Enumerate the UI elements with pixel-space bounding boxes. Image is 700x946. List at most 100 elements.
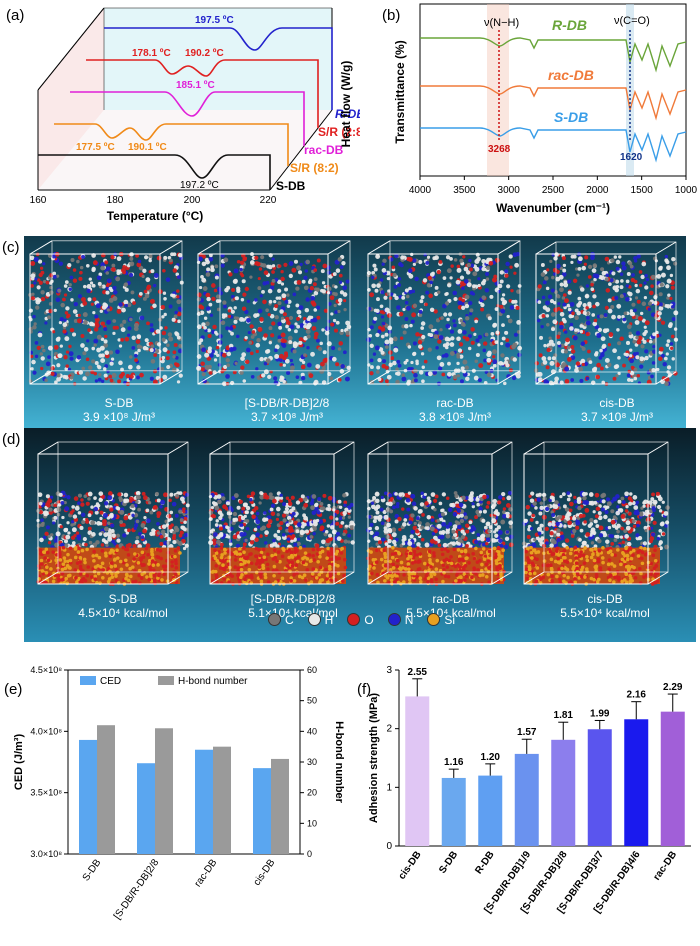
- peak-label-sr82-1: 177.5 ºC: [76, 142, 115, 153]
- atom-legend-symbol: Si: [444, 613, 456, 627]
- value-label: 1.20: [481, 752, 501, 763]
- simulation-box: [533, 241, 679, 387]
- adhesion-bar: [441, 777, 466, 846]
- series-name-r-db-b: R-DB: [552, 17, 587, 33]
- annotation-1620: 1620: [620, 152, 643, 163]
- value-label: 1.99: [590, 708, 610, 719]
- atom-legend-item: H: [307, 613, 334, 627]
- panel-e-y2tick: 60: [307, 665, 317, 675]
- peak-label-r-db: 197.5 ºC: [195, 15, 234, 26]
- panel-b-ftir-chart: (b) ν(N−H) ν(C=O) 3268 1620 R-DB rac-DB …: [382, 3, 698, 215]
- d-label-4: cis-DB 5.5×10⁴ kcal/mol: [520, 592, 690, 620]
- c-value-4: 3.7 ×10⁸ J/m³: [580, 410, 654, 424]
- atom-dot-icon: [427, 613, 441, 626]
- value-label: 1.81: [554, 710, 574, 721]
- panel-a-xtick: 180: [107, 195, 124, 206]
- panel-e-y2tick: 30: [307, 757, 317, 767]
- ced-bar: [195, 749, 213, 854]
- panel-b-xtick: 2500: [542, 185, 565, 196]
- panel-a-ylabel: Heat flow (W/g): [339, 61, 353, 148]
- panel-b-xtick: 2000: [586, 185, 609, 196]
- adhesion-bar: [551, 739, 576, 846]
- panel-c-label: (c): [2, 239, 20, 256]
- atom-dot-icon: [268, 613, 281, 626]
- c-label-1: S-DB 3.9 ×10⁸ J/m³: [34, 396, 204, 424]
- annotation-co: ν(C=O): [614, 15, 650, 27]
- panel-e-label: (e): [4, 681, 22, 698]
- panel-e-ytick: 3.0×10⁸: [30, 849, 62, 859]
- panel-f-ytick: 3: [386, 665, 392, 676]
- series-name-sr28: S/R (2:8): [318, 125, 360, 139]
- d-name-3: rac-DB: [432, 592, 470, 606]
- series-name-s-db: S-DB: [276, 179, 306, 193]
- ced-bar: [137, 763, 155, 854]
- annotation-3268: 3268: [488, 144, 511, 155]
- panel-e-category: cis-DB: [252, 857, 278, 888]
- c-value-3: 3.8 ×10⁸ J/m³: [418, 410, 492, 424]
- panel-e-y2tick: 50: [307, 696, 317, 706]
- panel-e-category: rac-DB: [193, 857, 220, 889]
- panel-d-label-wrap: (d): [2, 431, 20, 448]
- value-label: 1.16: [444, 757, 464, 768]
- atom-legend-item: N: [387, 613, 413, 627]
- panel-e-ytick: 3.5×10⁸: [30, 788, 62, 798]
- panel-d-boxes: [36, 441, 670, 586]
- series-name-rac-b: rac-DB: [548, 67, 594, 83]
- c-label-2: [S-DB/R-DB]2/8 3.7 ×10⁸ J/m³: [202, 396, 372, 424]
- simulation-box: [208, 441, 356, 586]
- adhesion-bar: [624, 719, 649, 846]
- panel-b-xlabel: Wavenumber (cm⁻¹): [496, 201, 610, 215]
- panel-b-xtick: 1500: [631, 185, 654, 196]
- value-label: 1.57: [517, 727, 537, 738]
- series-name-rac: rac-DB: [304, 143, 344, 157]
- peak-label-sr82-2: 190.1 ºC: [128, 142, 167, 153]
- panel-c-label-wrap: (c): [2, 239, 20, 256]
- panel-b-ylabel: Transmittance (%): [393, 40, 407, 143]
- panel-b-xtick: 4000: [409, 185, 432, 196]
- panel-e-ytick: 4.0×10⁸: [30, 726, 62, 736]
- d-label-1: S-DB 4.5×10⁴ kcal/mol: [38, 592, 208, 620]
- simulation-box: [28, 240, 184, 387]
- hbond-bar: [271, 758, 289, 854]
- c-name-1: S-DB: [104, 396, 134, 410]
- legend-swatch: [80, 676, 96, 685]
- panel-c-boxes: [28, 240, 679, 387]
- d-name-1: S-DB: [108, 592, 138, 606]
- d-name-4: cis-DB: [587, 592, 623, 606]
- panel-f-category: cis-DB: [397, 849, 424, 881]
- panel-e-y2label: H-bond number: [333, 721, 345, 804]
- panel-f-label: (f): [357, 681, 371, 698]
- d-name-2: [S-DB/R-DB]2/8: [250, 592, 336, 606]
- ced-bar: [79, 739, 97, 854]
- series-name-s-db-b: S-DB: [554, 109, 588, 125]
- simulation-box: [521, 441, 670, 586]
- panel-c-simulation-image: S-DB 3.9 ×10⁸ J/m³ [S-DB/R-DB]2/8 3.7 ×10⁸…: [24, 236, 686, 428]
- panel-e-y2tick: 40: [307, 726, 317, 736]
- atom-legend-symbol: H: [324, 613, 334, 627]
- d-value-4: 5.5×10⁴ kcal/mol: [560, 606, 650, 620]
- panel-b-xtick: 3500: [453, 185, 476, 196]
- hbond-bar: [155, 728, 173, 854]
- peak-label-rac: 185.1 ºC: [176, 80, 215, 91]
- atom-legend-symbol: O: [364, 613, 374, 627]
- hbond-bar: [97, 725, 115, 854]
- value-label: 2.29: [663, 682, 683, 693]
- c-value-2: 3.7 ×10⁸ J/m³: [250, 410, 324, 424]
- panel-e-y2tick: 20: [307, 788, 317, 798]
- panel-b-xtick: 3000: [498, 185, 521, 196]
- c-name-4: cis-DB: [599, 396, 635, 410]
- atom-legend-item: C: [268, 613, 294, 627]
- hbond-bar: [213, 746, 231, 854]
- panel-f-bar-chart: (f) 0 1 2 3 Adhesion strength (MPa) 2.55 cis-D…: [357, 665, 691, 915]
- atom-dot-icon: [347, 613, 361, 626]
- c-name-3: rac-DB: [436, 396, 474, 410]
- atom-legend: C H O N Si: [268, 613, 469, 627]
- panel-e-bar-chart: (e) 3.0×10⁸ 3.5×10⁸ 4.0×10⁸ 4.5×10⁸ 0 10 20 30 4…: [4, 665, 345, 922]
- panel-e-y2tick: 0: [307, 849, 312, 859]
- adhesion-bar: [660, 711, 685, 846]
- ced-bar: [253, 768, 271, 854]
- value-label: 2.55: [408, 667, 428, 678]
- atom-legend-item: O: [347, 613, 374, 627]
- panel-e-category: S-DB: [81, 857, 104, 883]
- c-label-3: rac-DB 3.8 ×10⁸ J/m³: [370, 396, 540, 424]
